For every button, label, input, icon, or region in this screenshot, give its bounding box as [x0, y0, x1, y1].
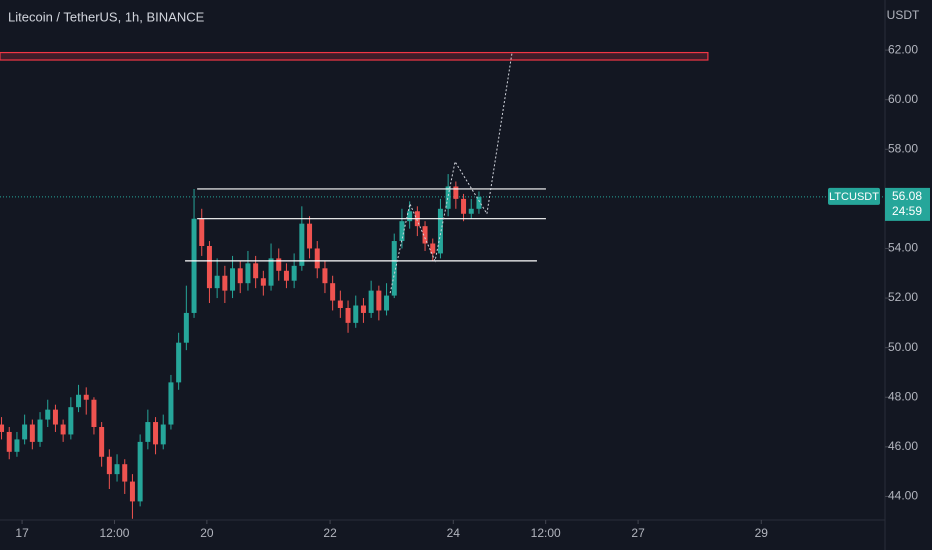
- candle-body: [214, 275, 220, 289]
- candle-body: [6, 431, 12, 452]
- candle-body: [168, 382, 174, 425]
- candle-body: [222, 275, 228, 291]
- candle-body: [461, 198, 467, 214]
- x-tick-label: 29: [755, 526, 769, 540]
- axis-unit: USDT: [887, 8, 920, 22]
- candle-body: [407, 211, 413, 222]
- candle-body: [237, 268, 243, 284]
- candle-body: [337, 300, 343, 308]
- resistance-zone: [0, 51, 709, 61]
- candle-body: [345, 307, 351, 323]
- y-tick-label: 44.00: [888, 489, 918, 503]
- candle-body: [368, 290, 374, 313]
- x-tick-label: 12:00: [531, 526, 561, 540]
- candle-body: [176, 342, 182, 383]
- countdown-label: 24:59: [892, 204, 922, 218]
- projection-path: [389, 52, 513, 294]
- y-tick-label: 48.00: [888, 389, 918, 403]
- candle-body: [153, 422, 159, 445]
- candle-body: [145, 422, 151, 442]
- candle-body: [283, 270, 289, 281]
- candle-body: [45, 409, 51, 420]
- candle-body: [114, 464, 120, 475]
- y-tick-label: 54.00: [888, 241, 918, 255]
- candle-body: [314, 248, 320, 269]
- candle-body: [445, 186, 451, 209]
- x-tick-label: 22: [323, 526, 337, 540]
- candle-body: [106, 456, 112, 475]
- y-tick-label: 60.00: [888, 92, 918, 106]
- candle-body: [268, 258, 274, 286]
- candle-body: [76, 394, 82, 408]
- candle-body: [245, 263, 251, 284]
- candle-body: [384, 295, 390, 311]
- symbol-label: LTCUSDT: [829, 191, 879, 203]
- candle-body: [276, 258, 282, 271]
- candle-body: [83, 394, 89, 400]
- symbol-badge: [828, 187, 880, 205]
- candle-body: [376, 290, 382, 311]
- candle-body: [230, 268, 236, 291]
- y-tick-label: 58.00: [888, 141, 918, 155]
- candle-body: [129, 481, 135, 502]
- candle-body: [299, 223, 305, 266]
- candle-body: [430, 243, 436, 254]
- x-tick-label: 12:00: [99, 526, 129, 540]
- candle-body: [52, 409, 58, 425]
- candle-body: [476, 196, 482, 209]
- x-tick-label: 24: [447, 526, 461, 540]
- price-badge: [885, 187, 930, 221]
- candle-body: [253, 263, 259, 279]
- candle-body: [29, 424, 35, 442]
- candle-body: [199, 218, 205, 246]
- candle-body: [137, 441, 143, 502]
- y-tick-label: 52.00: [888, 290, 918, 304]
- candle-body: [91, 399, 97, 428]
- candle-body: [60, 424, 66, 435]
- y-tick-label: 50.00: [888, 340, 918, 354]
- y-tick-label: 46.00: [888, 439, 918, 453]
- candle-body: [22, 424, 28, 440]
- candle-body: [122, 464, 128, 482]
- candle-body: [360, 305, 366, 313]
- candle-body: [291, 265, 297, 281]
- candle-body: [68, 407, 74, 435]
- candle-body: [160, 424, 166, 445]
- candle-body: [437, 208, 443, 254]
- chart-title: Litecoin / TetherUS, 1h, BINANCE: [8, 9, 205, 24]
- candle-body: [330, 283, 336, 301]
- candle-body: [206, 245, 212, 289]
- candle-body: [353, 305, 359, 323]
- candle-body: [468, 208, 474, 214]
- candle-body: [99, 427, 105, 457]
- candle-body: [191, 218, 197, 313]
- candle-body: [0, 424, 5, 432]
- candle-body: [37, 419, 43, 442]
- candle-body: [391, 241, 397, 296]
- x-tick-label: 20: [200, 526, 214, 540]
- candle-body: [422, 226, 428, 244]
- x-tick-label: 17: [15, 526, 29, 540]
- price-label: 56.08: [892, 189, 922, 203]
- candle-body: [183, 312, 189, 343]
- candle-body: [322, 268, 328, 284]
- candle-body: [307, 223, 313, 249]
- candle-body: [399, 221, 405, 242]
- candle-body: [14, 439, 20, 452]
- candle-body: [260, 278, 266, 286]
- candle-body: [453, 186, 459, 199]
- x-tick-label: 27: [631, 526, 645, 540]
- y-tick-label: 62.00: [888, 42, 918, 56]
